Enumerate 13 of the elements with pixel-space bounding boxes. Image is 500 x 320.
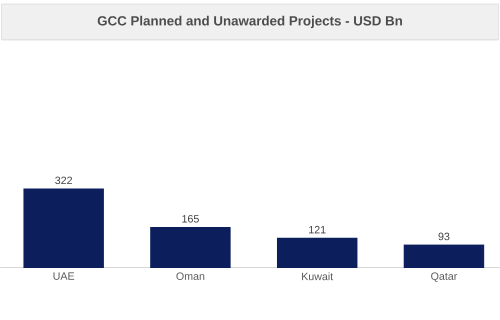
x-tick-label: Kuwait — [302, 272, 334, 280]
chart-title: GCC Planned and Unawarded Projects - USD Bn — [98, 16, 402, 28]
data-label: 121 — [309, 226, 326, 234]
bar — [404, 244, 484, 268]
bar — [150, 227, 231, 268]
bar — [23, 188, 104, 268]
x-tick-label: Oman — [176, 272, 204, 280]
bar — [276, 238, 358, 268]
x-tick-label: UAE — [54, 272, 74, 280]
data-label: 165 — [182, 215, 199, 223]
data-label: 93 — [438, 232, 450, 240]
x-tick-label: Qatar — [431, 272, 458, 282]
data-label: 322 — [55, 176, 72, 184]
